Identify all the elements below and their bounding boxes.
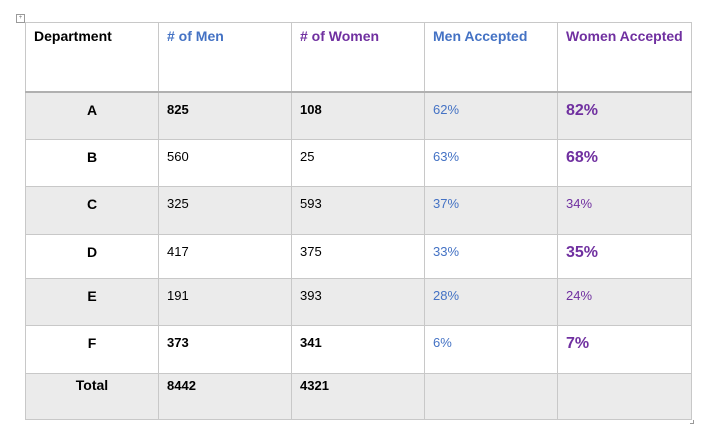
men-accepted-pct: 28% bbox=[433, 288, 460, 303]
table-cell[interactable]: 25 bbox=[291, 139, 425, 187]
table-cell[interactable]: 28% bbox=[424, 278, 558, 326]
total-men: 8442 bbox=[167, 378, 196, 393]
table-cell[interactable]: F bbox=[25, 325, 159, 374]
table-cell[interactable]: Total bbox=[25, 373, 159, 420]
department-label: E bbox=[87, 288, 97, 304]
table-row: C 325 593 37% 34% bbox=[25, 186, 692, 235]
header-women-count: # of Women bbox=[300, 28, 380, 44]
men-count: 417 bbox=[167, 244, 189, 259]
header-cell-women[interactable]: # of Women bbox=[291, 22, 425, 93]
women-accepted-pct: 24% bbox=[566, 288, 593, 303]
table-row: D 417 375 33% 35% bbox=[25, 234, 692, 279]
table-cell[interactable]: C bbox=[25, 186, 159, 235]
table-cell[interactable]: E bbox=[25, 278, 159, 326]
table-cell[interactable]: 8442 bbox=[158, 373, 292, 420]
department-label: B bbox=[86, 149, 98, 165]
table-cell[interactable]: A bbox=[25, 91, 159, 140]
women-count: 108 bbox=[300, 102, 322, 117]
women-accepted-pct: 34% bbox=[566, 196, 593, 211]
total-label: Total bbox=[75, 377, 109, 393]
department-label: C bbox=[86, 196, 98, 212]
men-accepted-pct: 37% bbox=[433, 196, 460, 211]
table-cell[interactable]: 341 bbox=[291, 325, 425, 374]
table-cell[interactable]: 593 bbox=[291, 186, 425, 235]
men-count: 825 bbox=[167, 102, 189, 117]
table-cell[interactable]: 34% bbox=[557, 186, 692, 235]
women-count: 375 bbox=[300, 244, 322, 259]
department-label: D bbox=[86, 244, 98, 260]
table-cell[interactable]: 82% bbox=[557, 91, 692, 140]
table-cell[interactable]: 6% bbox=[424, 325, 558, 374]
table-cell[interactable]: 417 bbox=[158, 234, 292, 279]
department-label: A bbox=[86, 102, 98, 118]
table-cell[interactable]: 35% bbox=[557, 234, 692, 279]
table-cell[interactable]: 4321 bbox=[291, 373, 425, 420]
total-women-accepted bbox=[558, 374, 691, 383]
women-accepted-pct: 7% bbox=[566, 335, 590, 352]
table-cell[interactable]: 393 bbox=[291, 278, 425, 326]
header-cell-men-accepted[interactable]: Men Accepted bbox=[424, 22, 558, 93]
men-accepted-pct: 33% bbox=[433, 244, 460, 259]
table-cell[interactable]: 24% bbox=[557, 278, 692, 326]
table-cell[interactable]: 191 bbox=[158, 278, 292, 326]
admissions-table: Department # of Men # of Women Men Accep… bbox=[25, 22, 692, 420]
department-label: F bbox=[87, 335, 97, 351]
women-count: 393 bbox=[300, 288, 322, 303]
table-resize-handle[interactable] bbox=[690, 420, 694, 424]
header-men-accepted: Men Accepted bbox=[433, 28, 528, 44]
men-count: 373 bbox=[167, 335, 189, 350]
table-cell[interactable]: 325 bbox=[158, 186, 292, 235]
table-cell[interactable]: 108 bbox=[291, 91, 425, 140]
table-total-row: Total 8442 4321 bbox=[25, 373, 692, 420]
header-men-count: # of Men bbox=[167, 28, 224, 44]
table-cell[interactable]: 62% bbox=[424, 91, 558, 140]
header-cell-department[interactable]: Department bbox=[25, 22, 159, 93]
header-department: Department bbox=[34, 28, 112, 44]
table-cell[interactable] bbox=[424, 373, 558, 420]
men-accepted-pct: 6% bbox=[433, 335, 452, 350]
men-accepted-pct: 62% bbox=[433, 102, 460, 117]
header-cell-women-accepted[interactable]: Women Accepted bbox=[557, 22, 692, 93]
men-count: 560 bbox=[167, 149, 189, 164]
table-header-row: Department # of Men # of Women Men Accep… bbox=[25, 22, 692, 93]
women-accepted-pct: 82% bbox=[566, 102, 599, 119]
table-cell[interactable]: 825 bbox=[158, 91, 292, 140]
table-cell[interactable]: 560 bbox=[158, 139, 292, 187]
header-cell-men[interactable]: # of Men bbox=[158, 22, 292, 93]
women-count: 341 bbox=[300, 335, 322, 350]
men-accepted-pct: 63% bbox=[433, 149, 460, 164]
women-accepted-pct: 35% bbox=[566, 244, 599, 261]
table-cell[interactable]: 375 bbox=[291, 234, 425, 279]
men-count: 325 bbox=[167, 196, 189, 211]
table-row: B 560 25 63% 68% bbox=[25, 139, 692, 187]
table-row: F 373 341 6% 7% bbox=[25, 325, 692, 374]
women-accepted-pct: 68% bbox=[566, 149, 599, 166]
table-cell[interactable]: 7% bbox=[557, 325, 692, 374]
table-cell[interactable]: 37% bbox=[424, 186, 558, 235]
total-men-accepted bbox=[425, 374, 557, 383]
women-count: 25 bbox=[300, 149, 315, 164]
table-cell[interactable]: 63% bbox=[424, 139, 558, 187]
table-row: E 191 393 28% 24% bbox=[25, 278, 692, 326]
header-women-accepted: Women Accepted bbox=[566, 28, 683, 44]
table-cell[interactable]: B bbox=[25, 139, 159, 187]
table-cell[interactable]: 33% bbox=[424, 234, 558, 279]
table-cell[interactable]: D bbox=[25, 234, 159, 279]
total-women: 4321 bbox=[300, 378, 329, 393]
table-cell[interactable] bbox=[557, 373, 692, 420]
table-cell[interactable]: 68% bbox=[557, 139, 692, 187]
table-move-handle-icon[interactable]: + bbox=[16, 14, 25, 23]
table-row: A 825 108 62% 82% bbox=[25, 91, 692, 140]
table-cell[interactable]: 373 bbox=[158, 325, 292, 374]
women-count: 593 bbox=[300, 196, 322, 211]
men-count: 191 bbox=[167, 288, 189, 303]
